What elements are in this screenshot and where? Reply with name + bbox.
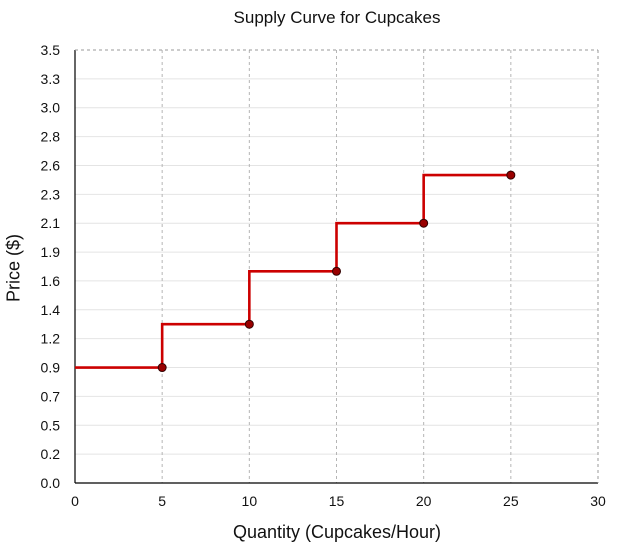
y-tick-label: 1.9 <box>41 244 61 260</box>
x-tick-label: 15 <box>329 493 345 509</box>
y-tick-label: 1.6 <box>41 273 61 289</box>
data-point <box>419 218 429 228</box>
series-layer <box>75 170 516 373</box>
data-point <box>244 319 254 329</box>
y-tick-label: 0.5 <box>41 417 61 433</box>
axes <box>74 49 599 484</box>
y-tick-label: 3.0 <box>41 100 61 116</box>
x-tick-label: 20 <box>416 493 432 509</box>
x-tick-label: 0 <box>71 493 79 509</box>
chart-title: Supply Curve for Cupcakes <box>233 8 441 27</box>
x-axis-label: Quantity (Cupcakes/Hour) <box>232 522 442 542</box>
y-tick-label: 2.6 <box>41 157 61 173</box>
y-tick-label: 1.4 <box>41 302 61 318</box>
x-tick-label: 30 <box>590 493 606 509</box>
y-tick-label: 0.7 <box>41 388 61 404</box>
y-axis-label: Price ($) <box>3 233 24 303</box>
y-tick-label: 3.3 <box>41 71 61 87</box>
y-tick-label: 3.5 <box>41 42 61 58</box>
y-tick-label: 2.3 <box>41 186 61 202</box>
data-point <box>157 363 167 373</box>
data-point <box>332 266 341 276</box>
y-tick-label: 0.9 <box>41 360 61 376</box>
y-tick-label: 2.8 <box>41 129 61 145</box>
data-point <box>506 170 516 180</box>
x-tick-label: 25 <box>503 493 519 509</box>
supply-step-line <box>75 173 511 369</box>
y-tick-label: 0.2 <box>41 446 61 462</box>
tick-labels: 0.0 0.2 0.5 0.7 0.9 1.2 1.4 1.6 1.9 2.1 2.3 2.6 2.8 3… <box>41 42 606 509</box>
x-tick-label: 10 <box>242 493 258 509</box>
x-tick-label: 5 <box>158 493 166 509</box>
y-tick-label: 1.2 <box>41 331 61 347</box>
y-tick-label: 0.0 <box>41 475 61 491</box>
y-tick-label: 2.1 <box>41 215 61 231</box>
